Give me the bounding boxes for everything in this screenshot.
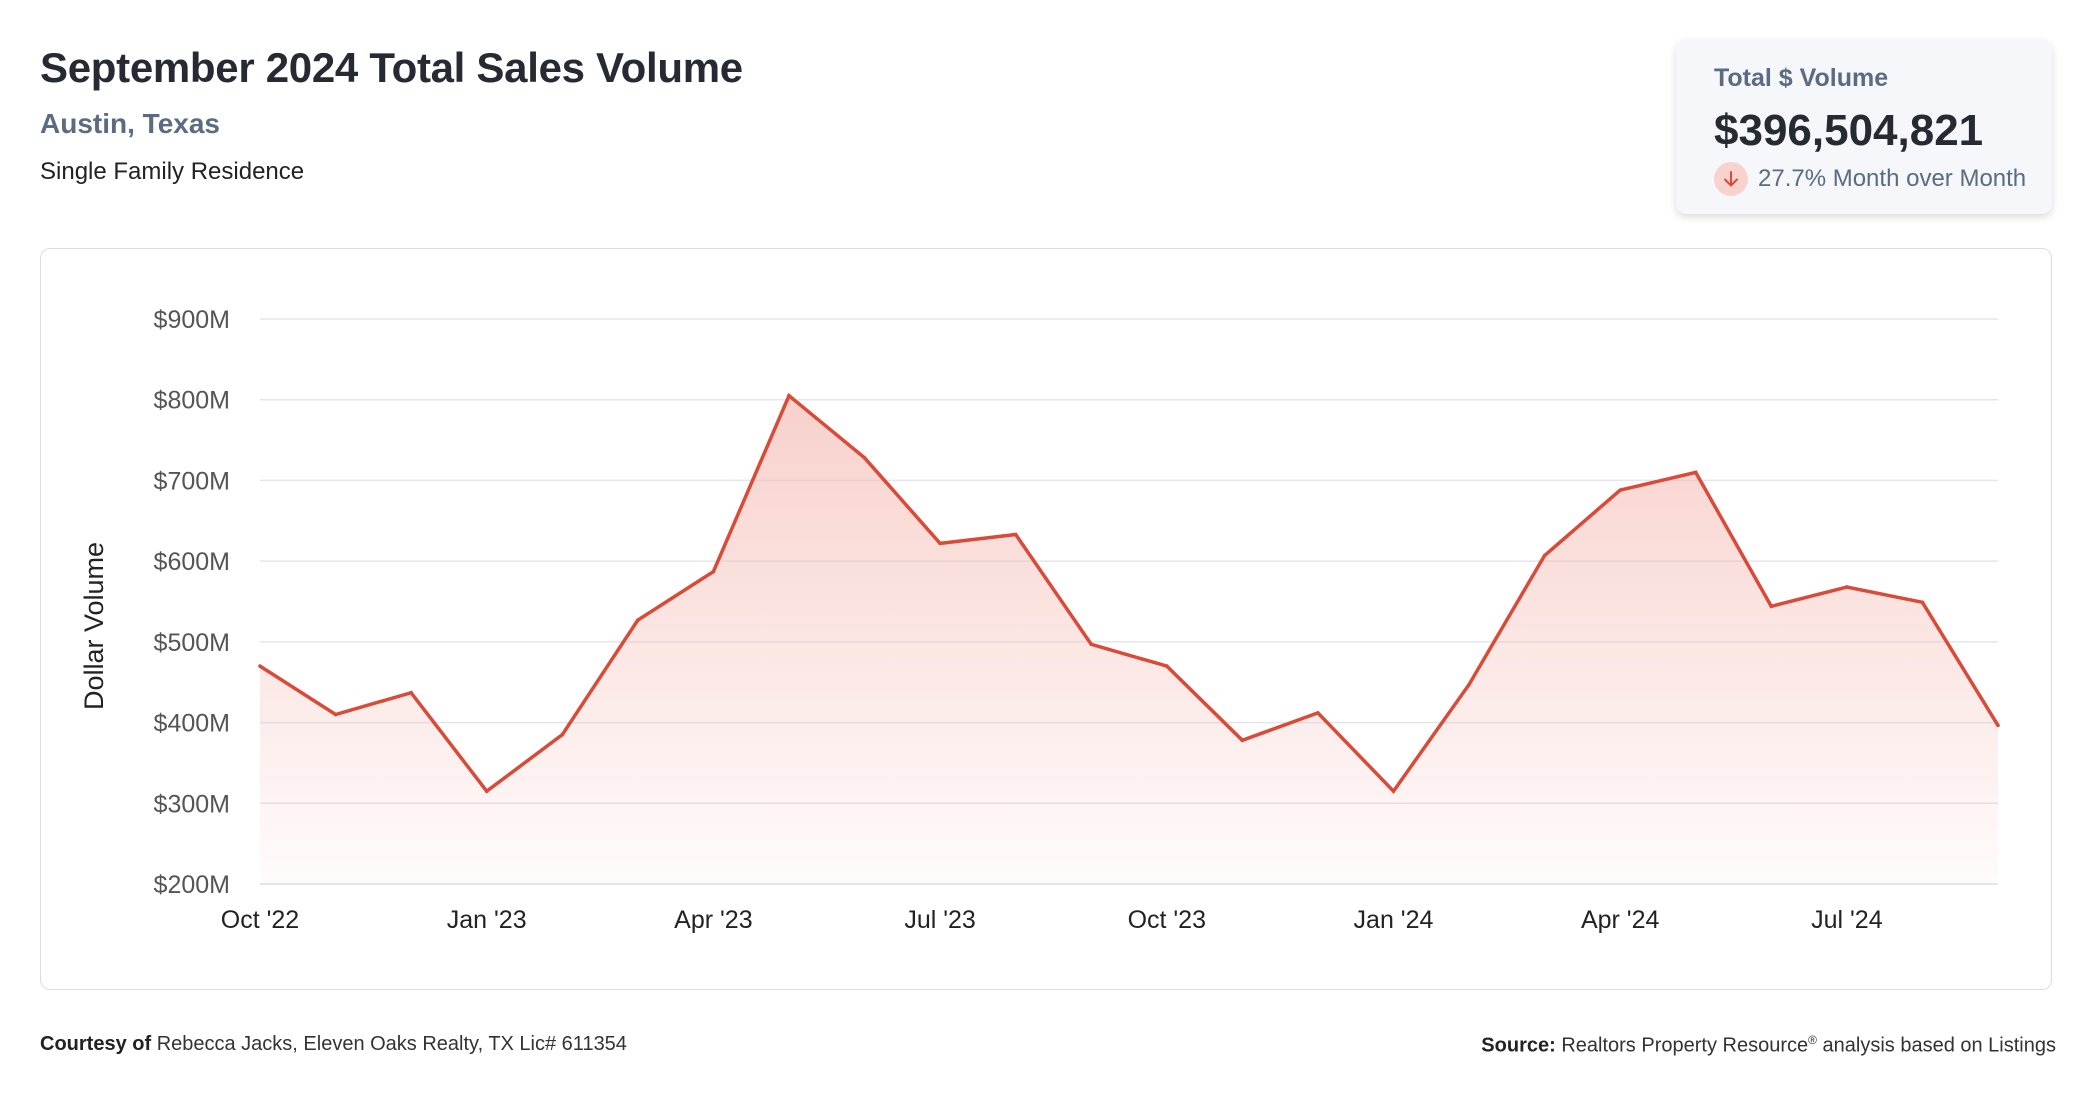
data-point [938,541,942,546]
y-tick-label: $500M [154,629,230,657]
x-tick-label: Jan '23 [447,906,527,934]
data-point [1013,532,1018,537]
data-points [258,393,2000,793]
data-point [1769,604,1774,609]
data-point [484,789,489,793]
data-point [787,393,791,398]
source-footer: Source: Realtors Property Resource® anal… [1481,1033,2056,1058]
kpi-label: Total $ Volume [1714,64,1889,92]
courtesy-text: Rebecca Jacks, Eleven Oaks Realty, TX Li… [156,1033,627,1055]
y-tick-label: $400M [154,710,230,738]
x-tick-label: Jul '24 [1811,906,1883,934]
x-axis-ticks: Oct '22 Jan '23 Apr '23 Jul '23 Oct '23 Jan '… [221,906,1883,934]
courtesy-footer: Courtesy of Rebecca Jacks, Eleven Oaks R… [40,1033,627,1056]
sales-volume-chart: $200M $300M $400M $500M $600M $700M $800M $900M… [79,306,2000,934]
x-tick-label: Apr '24 [1581,906,1660,934]
x-tick-label: Oct '23 [1128,906,1206,934]
data-point [333,712,338,717]
data-point [1996,723,2000,728]
data-point [1391,789,1396,793]
courtesy-label: Courtesy of [40,1033,152,1055]
series-line [259,392,2000,794]
y-axis-label: Dollar Volume [79,542,109,710]
arrow-down-icon [1714,162,1748,196]
x-tick-label: Jan '24 [1354,906,1434,934]
data-point [862,456,867,460]
data-point [409,690,413,695]
series-area [260,395,1998,884]
data-point [560,732,565,737]
kpi-change: 27.7% Month over Month [1714,162,2026,196]
kpi-value: $396,504,821 [1714,106,1984,155]
source-suffix: analysis based on Listings [1822,1034,2056,1057]
data-point [1467,682,1471,687]
source-label: Source: [1481,1034,1556,1057]
data-point [1542,553,1547,558]
x-tick-label: Apr '23 [674,906,752,934]
x-tick-label: Oct '22 [221,906,299,934]
y-tick-label: $800M [154,387,230,415]
y-tick-label: $300M [154,790,230,818]
chart-card [40,248,2052,990]
y-tick-label: $700M [154,467,230,495]
data-point [258,664,262,668]
data-point [711,569,716,574]
data-point [1845,585,1849,589]
data-point [1089,642,1094,647]
x-tick-label: Jul '23 [904,906,975,934]
y-axis-ticks: $200M $300M $400M $500M $600M $700M $800M $900M [154,306,230,899]
y-tick-label: $200M [154,871,230,899]
y-tick-label: $600M [154,548,230,576]
y-tick-label: $900M [154,306,230,334]
data-point [1316,711,1320,715]
location-subtitle: Austin, Texas [40,108,220,139]
kpi-change-text: 27.7% Month over Month [1758,165,2027,192]
data-point [1920,600,1925,605]
data-point [1693,470,1698,475]
property-type-label: Single Family Residence [40,158,305,185]
data-point [1240,738,1245,743]
kpi-card: Total $ Volume $396,504,821 27.7% Month … [1676,40,2052,214]
data-point [636,618,640,622]
page-title: September 2024 Total Sales Volume [40,44,743,91]
data-point [1164,664,1169,668]
registered-mark: ® [1808,1033,1817,1047]
source-text: Realtors Property Resource [1561,1034,1809,1057]
data-point [1618,488,1622,492]
